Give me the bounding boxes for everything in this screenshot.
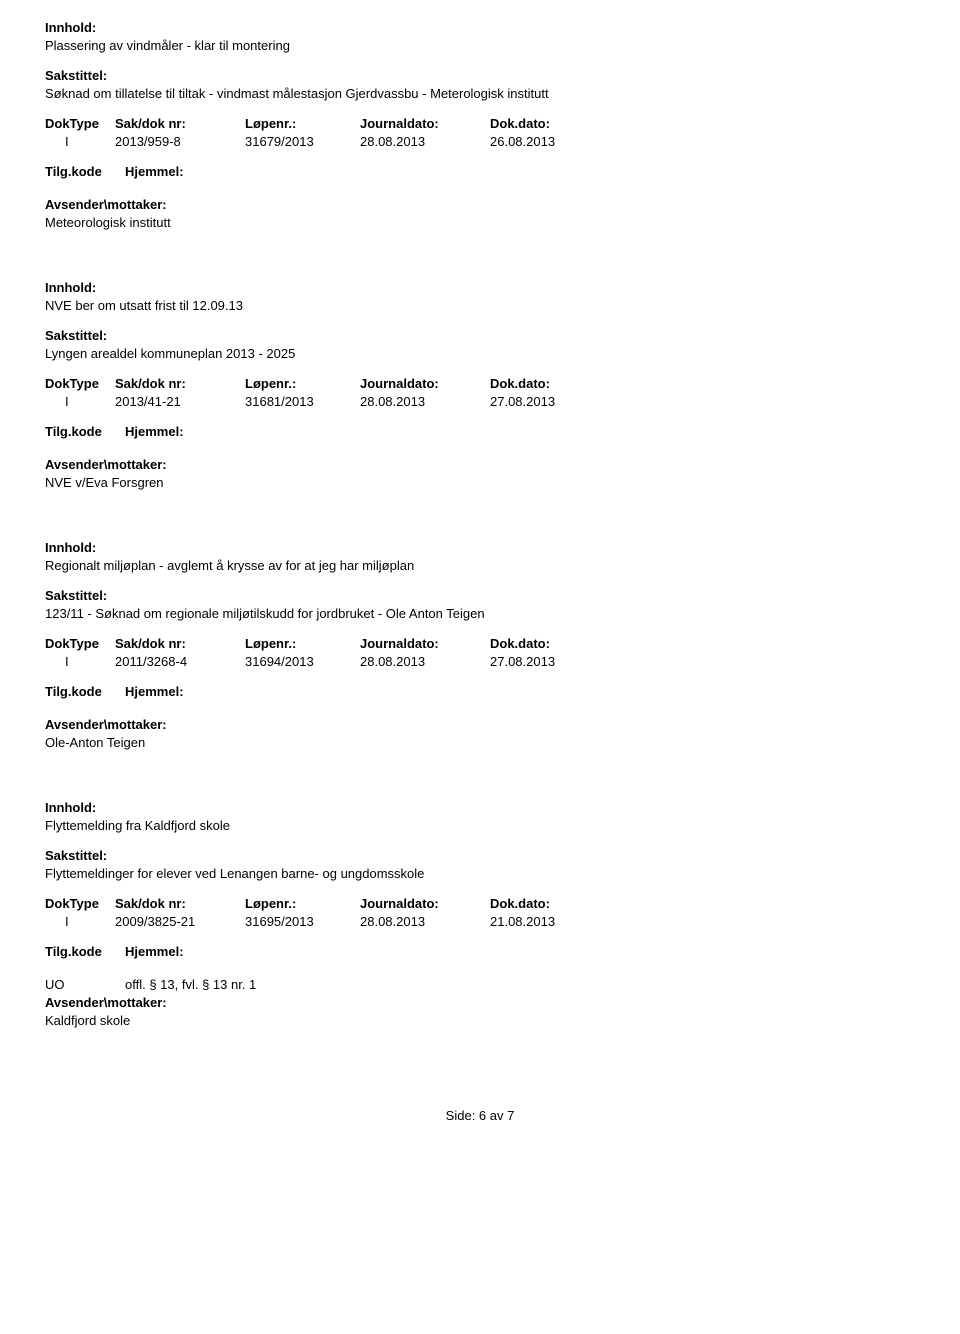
doktype-value: I [45, 654, 115, 669]
innhold-label: Innhold: [45, 20, 915, 35]
journaldato-value: 28.08.2013 [360, 394, 490, 409]
data-header-row: DokType Sak/dok nr: Løpenr.: Journaldato… [45, 116, 915, 131]
lopenr-header: Løpenr.: [245, 116, 360, 131]
tilgkode-value-row: UO offl. § 13, fvl. § 13 nr. 1 [45, 977, 915, 992]
saknr-value: 2011/3268-4 [115, 654, 245, 669]
lopenr-value: 31694/2013 [245, 654, 360, 669]
tilgkode-label: Tilg.kode [45, 424, 125, 439]
sakstittel-value: 123/11 - Søknad om regionale miljøtilsku… [45, 606, 915, 621]
data-value-row: I 2011/3268-4 31694/2013 28.08.2013 27.0… [45, 654, 915, 669]
data-value-row: I 2013/959-8 31679/2013 28.08.2013 26.08… [45, 134, 915, 149]
tilgkode-header-row: Tilg.kode Hjemmel: [45, 684, 915, 699]
avsender-label: Avsender\mottaker: [45, 717, 915, 732]
sakstittel-label: Sakstittel: [45, 328, 915, 343]
innhold-value: Flyttemelding fra Kaldfjord skole [45, 818, 915, 833]
hjemmel-label: Hjemmel: [125, 164, 184, 179]
tilgkode-label: Tilg.kode [45, 944, 125, 959]
hjemmel-label: Hjemmel: [125, 424, 184, 439]
sakstittel-value: Flyttemeldinger for elever ved Lenangen … [45, 866, 915, 881]
doktype-value: I [45, 134, 115, 149]
hjemmel-value: offl. § 13, fvl. § 13 nr. 1 [125, 977, 256, 992]
lopenr-value: 31695/2013 [245, 914, 360, 929]
dokdato-header: Dok.dato: [490, 636, 620, 651]
hjemmel-label: Hjemmel: [125, 684, 184, 699]
journaldato-value: 28.08.2013 [360, 134, 490, 149]
innhold-value: Plassering av vindmåler - klar til monte… [45, 38, 915, 53]
data-value-row: I 2013/41-21 31681/2013 28.08.2013 27.08… [45, 394, 915, 409]
journaldato-value: 28.08.2013 [360, 914, 490, 929]
sakstittel-label: Sakstittel: [45, 848, 915, 863]
dokdato-header: Dok.dato: [490, 896, 620, 911]
saknr-value: 2013/959-8 [115, 134, 245, 149]
innhold-label: Innhold: [45, 280, 915, 295]
tilgkode-header-row: Tilg.kode Hjemmel: [45, 424, 915, 439]
journaldato-header: Journaldato: [360, 376, 490, 391]
lopenr-header: Løpenr.: [245, 896, 360, 911]
journaldato-header: Journaldato: [360, 896, 490, 911]
journal-record: Innhold: Plassering av vindmåler - klar … [45, 20, 915, 230]
sakstittel-value: Lyngen arealdel kommuneplan 2013 - 2025 [45, 346, 915, 361]
dokdato-header: Dok.dato: [490, 116, 620, 131]
doktype-value: I [45, 914, 115, 929]
doktype-value: I [45, 394, 115, 409]
innhold-label: Innhold: [45, 540, 915, 555]
tilgkode-label: Tilg.kode [45, 684, 125, 699]
saknr-header: Sak/dok nr: [115, 116, 245, 131]
doktype-header: DokType [45, 116, 115, 131]
dokdato-value: 21.08.2013 [490, 914, 620, 929]
journaldato-header: Journaldato: [360, 636, 490, 651]
journal-record: Innhold: NVE ber om utsatt frist til 12.… [45, 280, 915, 490]
tilgkode-header-row: Tilg.kode Hjemmel: [45, 164, 915, 179]
saknr-header: Sak/dok nr: [115, 636, 245, 651]
sakstittel-value: Søknad om tillatelse til tiltak - vindma… [45, 86, 915, 101]
sakstittel-label: Sakstittel: [45, 68, 915, 83]
data-header-row: DokType Sak/dok nr: Løpenr.: Journaldato… [45, 636, 915, 651]
doktype-header: DokType [45, 896, 115, 911]
journal-record: Innhold: Regionalt miljøplan - avglemt å… [45, 540, 915, 750]
data-header-row: DokType Sak/dok nr: Løpenr.: Journaldato… [45, 896, 915, 911]
avsender-value: Ole-Anton Teigen [45, 735, 915, 750]
avsender-label: Avsender\mottaker: [45, 995, 915, 1010]
innhold-label: Innhold: [45, 800, 915, 815]
page-number: Side: 6 av 7 [446, 1108, 515, 1123]
journal-record: Innhold: Flyttemelding fra Kaldfjord sko… [45, 800, 915, 1028]
dokdato-value: 27.08.2013 [490, 654, 620, 669]
lopenr-header: Løpenr.: [245, 376, 360, 391]
tilgkode-label: Tilg.kode [45, 164, 125, 179]
saknr-value: 2013/41-21 [115, 394, 245, 409]
doktype-header: DokType [45, 636, 115, 651]
saknr-value: 2009/3825-21 [115, 914, 245, 929]
innhold-value: NVE ber om utsatt frist til 12.09.13 [45, 298, 915, 313]
tilgkode-header-row: Tilg.kode Hjemmel: [45, 944, 915, 959]
data-header-row: DokType Sak/dok nr: Løpenr.: Journaldato… [45, 376, 915, 391]
tilgkode-value: UO [45, 977, 125, 992]
avsender-value: NVE v/Eva Forsgren [45, 475, 915, 490]
dokdato-value: 27.08.2013 [490, 394, 620, 409]
saknr-header: Sak/dok nr: [115, 896, 245, 911]
journaldato-header: Journaldato: [360, 116, 490, 131]
doktype-header: DokType [45, 376, 115, 391]
avsender-value: Meteorologisk institutt [45, 215, 915, 230]
hjemmel-label: Hjemmel: [125, 944, 184, 959]
page-footer: Side: 6 av 7 [45, 1108, 915, 1123]
dokdato-header: Dok.dato: [490, 376, 620, 391]
saknr-header: Sak/dok nr: [115, 376, 245, 391]
dokdato-value: 26.08.2013 [490, 134, 620, 149]
innhold-value: Regionalt miljøplan - avglemt å krysse a… [45, 558, 915, 573]
lopenr-value: 31681/2013 [245, 394, 360, 409]
avsender-label: Avsender\mottaker: [45, 457, 915, 472]
lopenr-value: 31679/2013 [245, 134, 360, 149]
data-value-row: I 2009/3825-21 31695/2013 28.08.2013 21.… [45, 914, 915, 929]
avsender-value: Kaldfjord skole [45, 1013, 915, 1028]
sakstittel-label: Sakstittel: [45, 588, 915, 603]
journaldato-value: 28.08.2013 [360, 654, 490, 669]
avsender-label: Avsender\mottaker: [45, 197, 915, 212]
lopenr-header: Løpenr.: [245, 636, 360, 651]
